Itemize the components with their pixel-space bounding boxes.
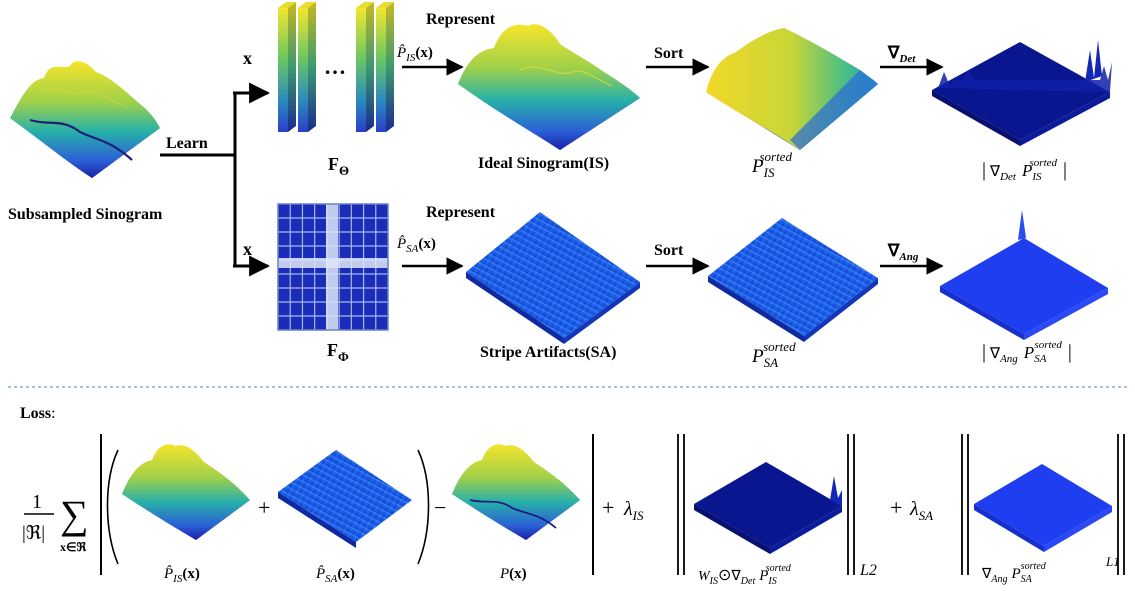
loss-term-stripe-caption: P̂SA(x) [315, 566, 355, 585]
top-sort-label: Sort [654, 45, 684, 62]
network-f-phi-grid [277, 203, 389, 331]
learn-connector [160, 82, 271, 277]
norm-l2-det-image [694, 462, 842, 554]
loss-term-ideal-caption: P̂IS(x) [163, 566, 200, 585]
norm-l2-bars [677, 434, 855, 575]
loss-plus-3: + [890, 495, 902, 520]
loss-sum-sub: x∈ℜ [60, 540, 86, 554]
loss-plus-2: + [602, 495, 614, 520]
ideal-sinogram-image [458, 24, 640, 150]
ideal-sinogram-caption: Ideal Sinogram(IS) [478, 155, 609, 172]
top-sorted-label: PISsorted [751, 149, 792, 180]
sorted-stripe-image [708, 218, 878, 342]
bottom-input-symbol: x [243, 239, 252, 259]
stripe-artifacts-caption: Stripe Artifacts(SA) [480, 344, 616, 361]
norm-l1-caption: ∇Ang PSAsorted [981, 561, 1047, 585]
loss-frac-num: 1 [32, 491, 42, 513]
gradient-ang-image [940, 210, 1108, 340]
network-f-theta-label: FΘ [328, 154, 349, 178]
paren-right [417, 449, 430, 565]
loss-term-ideal-image [122, 444, 250, 540]
top-pred-label: P̂IS(x) [396, 45, 433, 64]
top-represent-label: Represent [426, 11, 496, 28]
bottom-sort-label: Sort [654, 242, 684, 259]
loss-title: Loss: [20, 405, 56, 422]
top-input-symbol: x [243, 48, 252, 68]
bottom-grad-label: ∇Ang [887, 241, 919, 263]
network-f-theta-bars [278, 2, 394, 132]
loss-term-observed-image [452, 444, 580, 540]
lambda-sa: λSA [909, 498, 933, 523]
learn-label: Learn [166, 135, 208, 152]
paren-left [106, 449, 119, 565]
subsampled-sinogram-image [10, 61, 160, 179]
gradient-det-image [932, 40, 1112, 146]
sorted-ideal-sinogram-image [706, 28, 878, 150]
norm-l1-ang-image [974, 464, 1112, 552]
loss-term-stripe-image [278, 450, 412, 548]
bottom-sorted-label: PSAsorted [751, 339, 796, 370]
network-f-phi-label: FΦ [327, 340, 349, 364]
top-grad-caption: | ∇Det PISsorted | [982, 157, 1067, 183]
bottom-represent-label: Represent [426, 204, 496, 221]
norm-l1-label: L1 [1105, 554, 1120, 569]
loss-frac-den: |ℜ| [22, 523, 45, 544]
loss-sum-symbol: ∑ [60, 492, 89, 537]
loss-term-observed-caption: P(x) [499, 566, 527, 582]
norm-l2-label: L2 [859, 562, 877, 579]
norm-l2-caption: WIS⊙∇Det PISsorted [698, 563, 792, 587]
loss-plus-1: + [258, 495, 270, 520]
stripe-artifacts-image [466, 212, 640, 344]
input-caption: Subsampled Sinogram [8, 206, 163, 223]
bottom-grad-caption: | ∇Ang PSAsorted | [982, 339, 1072, 365]
top-grad-label: ∇Det [887, 43, 916, 65]
lambda-is: λIS [623, 498, 644, 523]
loss-minus: − [434, 495, 446, 520]
network-dots: … [324, 54, 346, 79]
norm-l1-bars [961, 434, 1125, 575]
bottom-pred-label: P̂SA(x) [396, 236, 436, 255]
